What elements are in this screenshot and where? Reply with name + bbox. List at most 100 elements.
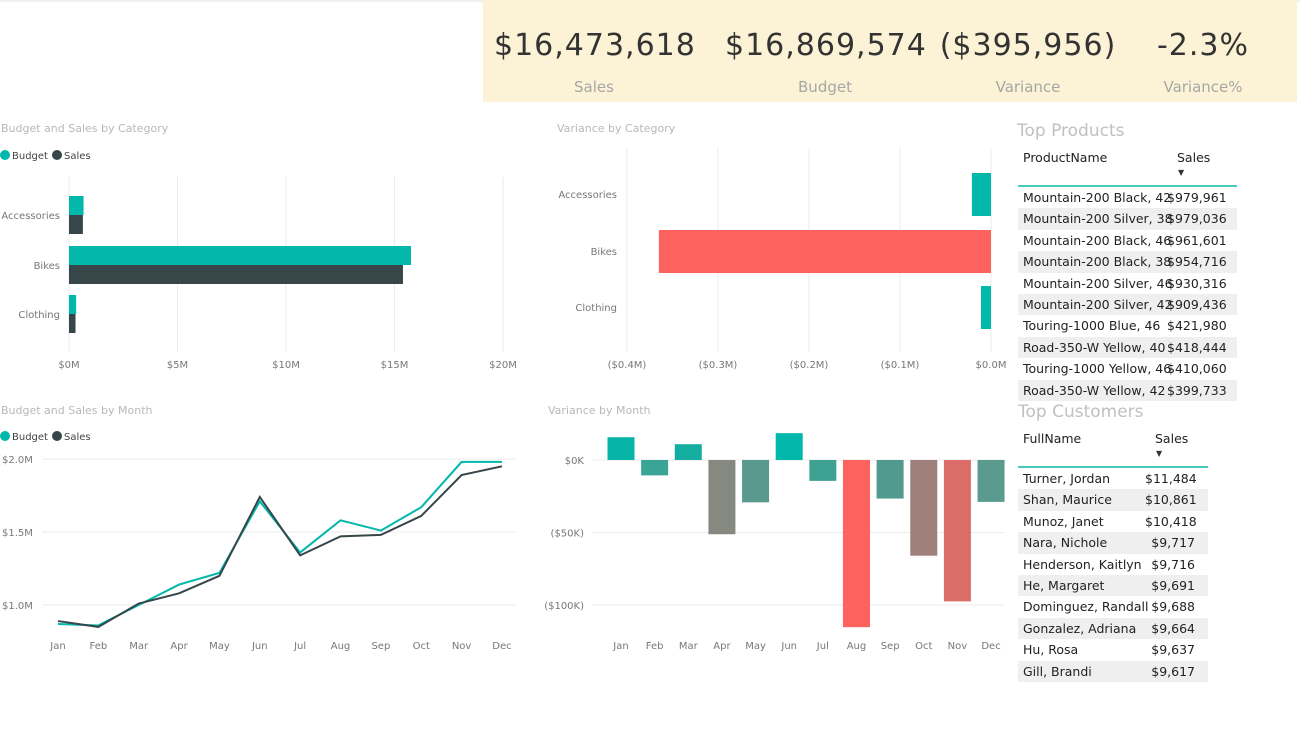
table-row[interactable]: Henderson, Kaitlyn $9,716 <box>1018 554 1208 575</box>
sort-descending-icon[interactable]: ▼ <box>1156 449 1163 458</box>
table-row[interactable]: Road-350-W Yellow, 42 $399,733 <box>1018 379 1237 401</box>
cell-sales: $954,716 <box>1167 254 1227 270</box>
y-tick-label: $2.0M <box>2 455 33 466</box>
variance-bar <box>971 173 991 216</box>
variance-bar <box>842 460 870 628</box>
table-row[interactable]: Munoz, Janet $10,418 <box>1018 511 1208 532</box>
x-tick-label: ($0.1M) <box>881 360 920 371</box>
cell-sales: $10,861 <box>1145 492 1197 508</box>
x-tick-label: May <box>209 641 230 652</box>
kpi-label: Sales <box>574 78 614 96</box>
cell-sales: $10,418 <box>1145 513 1197 529</box>
cell-name: Turner, Jordan <box>1023 471 1111 486</box>
kpi-budget: $16,869,574 Budget <box>725 28 927 96</box>
x-tick-label: Jun <box>251 641 268 652</box>
cell-sales: $421,980 <box>1167 318 1227 334</box>
table-row[interactable]: Mountain-200 Black, 38 $954,716 <box>1018 251 1237 273</box>
x-tick-label: Dec <box>492 641 511 652</box>
cell-sales: $410,060 <box>1167 361 1227 377</box>
x-tick-label: Jan <box>49 641 65 652</box>
variance-bar <box>775 433 803 460</box>
cell-sales: $11,484 <box>1145 471 1197 486</box>
x-tick-label: $15M <box>381 360 409 371</box>
cell-name: Hu, Rosa <box>1023 642 1079 658</box>
x-tick-label: Sep <box>881 641 900 652</box>
column-header-sales[interactable]: Sales <box>1155 431 1189 446</box>
bar-sales <box>69 215 83 234</box>
table-row[interactable]: Nara, Nichole $9,717 <box>1018 532 1208 554</box>
cell-name: Mountain-200 Black, 46 <box>1023 232 1172 248</box>
table-row[interactable]: Mountain-200 Silver, 46 $930,316 <box>1018 273 1237 294</box>
cell-sales: $979,036 <box>1167 211 1227 227</box>
table-row[interactable]: Hu, Rosa $9,637 <box>1018 639 1208 660</box>
legend-sales-label: Sales <box>64 151 91 162</box>
kpi-value: ($395,956) <box>939 28 1117 63</box>
top-customers-title: Top Customers <box>1018 402 1144 422</box>
top-products-table[interactable]: ProductName Sales ▼ Mountain-200 Black, 42 $… <box>1018 148 1237 401</box>
variance-bar <box>977 460 1005 502</box>
cell-sales: $9,691 <box>1151 577 1195 593</box>
cell-sales: $979,961 <box>1167 190 1227 205</box>
y-category-label: Clothing <box>18 310 60 321</box>
variance-bar <box>943 460 971 602</box>
table-row[interactable]: Mountain-200 Silver, 42 $909,436 <box>1018 293 1237 316</box>
legend-sales-marker <box>52 150 62 160</box>
cell-name: Shan, Maurice <box>1023 492 1112 508</box>
cell-sales: $9,637 <box>1151 642 1195 658</box>
cell-name: Mountain-200 Silver, 42 <box>1023 296 1173 312</box>
variance-bar <box>910 460 938 556</box>
y-tick-label: ($50K) <box>551 529 585 540</box>
cell-sales: $418,444 <box>1167 339 1227 355</box>
sort-descending-icon[interactable]: ▼ <box>1178 168 1185 177</box>
x-tick-label: Nov <box>948 641 968 652</box>
table-row[interactable]: Touring-1000 Blue, 46 $421,980 <box>1018 315 1237 336</box>
table-row[interactable]: Turner, Jordan $11,484 <box>1018 468 1208 489</box>
cell-sales: $9,664 <box>1151 620 1195 636</box>
legend-sales-label: Sales <box>64 432 91 443</box>
table-row[interactable]: Shan, Maurice $10,861 <box>1018 489 1208 511</box>
cell-name: Mountain-200 Black, 38 <box>1023 254 1172 270</box>
x-tick-label: ($0.2M) <box>790 360 829 371</box>
top-customers-table[interactable]: FullName Sales ▼ Turner, Jordan $11,484 Shan,… <box>1018 429 1208 682</box>
bar-sales <box>69 314 76 333</box>
top-products-title: Top Products <box>1017 121 1125 141</box>
y-category-label: Bikes <box>34 261 60 272</box>
table-row[interactable]: Touring-1000 Yellow, 46 $410,060 <box>1018 358 1237 379</box>
variance-bar <box>658 230 991 273</box>
cell-name: Gill, Brandi <box>1023 663 1092 679</box>
table-row[interactable]: Gonzalez, Adriana $9,664 <box>1018 617 1208 640</box>
legend-budget-marker <box>0 431 10 441</box>
table-row[interactable]: Mountain-200 Black, 46 $961,601 <box>1018 230 1237 251</box>
table-row[interactable]: Gill, Brandi $9,617 <box>1018 660 1208 682</box>
cell-sales: $9,717 <box>1151 535 1195 551</box>
variance-bar <box>980 286 991 329</box>
variance-bar <box>641 460 669 476</box>
table-row[interactable]: Dominguez, Randall $9,688 <box>1018 596 1208 617</box>
x-tick-label: Mar <box>129 641 149 652</box>
column-header-sales[interactable]: Sales <box>1177 150 1211 165</box>
x-tick-label: Jul <box>293 641 306 652</box>
x-tick-label: Nov <box>452 641 472 652</box>
kpi-label: Variance% <box>1163 78 1243 96</box>
kpi-value: $16,473,618 <box>494 28 696 63</box>
cell-name: Road-350-W Yellow, 40 <box>1023 339 1166 355</box>
table-row[interactable]: Mountain-200 Black, 42 $979,961 <box>1018 187 1237 208</box>
table-row[interactable]: Road-350-W Yellow, 40 $418,444 <box>1018 336 1237 359</box>
column-header-name[interactable]: FullName <box>1023 431 1082 446</box>
table-row[interactable]: Mountain-200 Silver, 38 $979,036 <box>1018 208 1237 230</box>
table-row[interactable]: He, Margaret $9,691 <box>1018 574 1208 597</box>
y-tick-label: $0K <box>565 456 585 467</box>
header-divider <box>1018 185 1237 187</box>
y-tick-label: $1.0M <box>2 601 33 612</box>
x-tick-label: $0M <box>58 360 79 371</box>
x-tick-label: ($0.3M) <box>699 360 738 371</box>
variance-bar <box>708 460 736 535</box>
line-sales <box>57 465 503 628</box>
x-tick-label: Apr <box>713 641 731 652</box>
kpi-value: $16,869,574 <box>725 28 927 63</box>
variance-bar <box>809 460 837 481</box>
column-header-name[interactable]: ProductName <box>1023 150 1108 165</box>
cell-name: Mountain-200 Silver, 38 <box>1023 211 1173 227</box>
chart-title: Budget and Sales by Category <box>1 122 169 135</box>
y-category-label: Accessories <box>1 211 60 222</box>
